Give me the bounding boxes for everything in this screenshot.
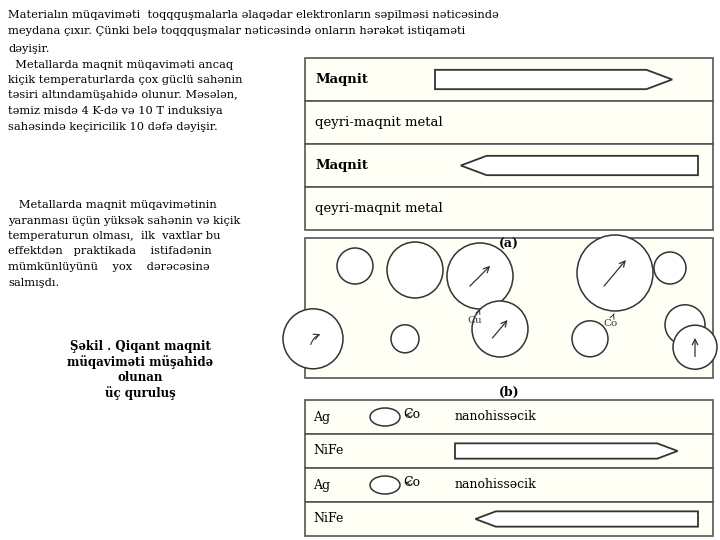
Circle shape (447, 243, 513, 309)
Text: üç quruluş: üç quruluş (104, 387, 176, 400)
Text: kiçik temperaturlarda çox güclü sahənin: kiçik temperaturlarda çox güclü sahənin (8, 75, 243, 85)
Circle shape (577, 235, 653, 311)
Text: Co: Co (403, 408, 420, 422)
Text: qeyri-maqnit metal: qeyri-maqnit metal (315, 202, 443, 215)
Text: (a): (a) (499, 238, 519, 251)
Ellipse shape (370, 408, 400, 426)
Text: effektdən   praktikada    istifadənin: effektdən praktikada istifadənin (8, 246, 212, 256)
Bar (305, 101, 713, 144)
FancyArrow shape (435, 70, 672, 89)
Bar (305, 58, 713, 101)
Circle shape (387, 242, 443, 298)
Bar (305, 144, 713, 187)
Circle shape (654, 252, 686, 284)
Circle shape (665, 305, 705, 345)
Text: Ag: Ag (313, 478, 330, 491)
Text: dəyişir.: dəyişir. (8, 44, 50, 54)
Bar (305, 468, 713, 502)
Text: NiFe: NiFe (313, 512, 343, 525)
FancyArrow shape (455, 443, 678, 458)
Text: Co: Co (403, 476, 420, 489)
Text: (b): (b) (499, 386, 519, 399)
Bar (305, 187, 713, 230)
Bar (305, 238, 713, 378)
Text: müqaviməti müşahidə: müqaviməti müşahidə (67, 355, 213, 369)
Text: salmışdı.: salmışdı. (8, 278, 59, 287)
Bar (305, 400, 713, 434)
FancyArrow shape (461, 156, 698, 175)
Circle shape (472, 301, 528, 357)
Text: nanohissəcik: nanohissəcik (455, 478, 536, 491)
Circle shape (572, 321, 608, 357)
Text: qeyri-maqnit metal: qeyri-maqnit metal (315, 116, 443, 129)
Text: Şəkil . Qiqant maqnit: Şəkil . Qiqant maqnit (70, 340, 210, 353)
Text: temperaturun olması,  ilk  vaxtlar bu: temperaturun olması, ilk vaxtlar bu (8, 231, 220, 241)
Circle shape (391, 325, 419, 353)
Text: Ag: Ag (313, 410, 330, 423)
Circle shape (283, 309, 343, 369)
Text: Metallarda maqnit müqaviməti ancaq: Metallarda maqnit müqaviməti ancaq (8, 59, 233, 70)
Circle shape (673, 325, 717, 369)
Circle shape (337, 248, 373, 284)
Text: Cu: Cu (468, 310, 482, 325)
Text: yaranması üçün yüksək sahənin və kiçik: yaranması üçün yüksək sahənin və kiçik (8, 215, 240, 226)
Text: Metallarda maqnit müqavimətinin: Metallarda maqnit müqavimətinin (8, 200, 217, 210)
Text: Materialın müqaviməti  toqqquşmalarla əlaqədar elektronların səpilməsi nəticəsin: Materialın müqaviməti toqqquşmalarla əla… (8, 10, 499, 20)
Text: təmiz misdə 4 K-də və 10 T induksiya: təmiz misdə 4 K-də və 10 T induksiya (8, 106, 222, 116)
Text: sahəsində keçiricilik 10 dəfə dəyişir.: sahəsində keçiricilik 10 dəfə dəyişir. (8, 122, 217, 132)
Text: meydana çıxır. Çünki belə toqqquşmalar nəticəsində onların hərəkət istiqaməti: meydana çıxır. Çünki belə toqqquşmalar n… (8, 26, 465, 36)
Text: Co: Co (603, 314, 617, 328)
Bar (305, 434, 713, 468)
FancyArrow shape (475, 511, 698, 526)
Ellipse shape (370, 476, 400, 494)
Text: nanohissəcik: nanohissəcik (455, 410, 536, 423)
Text: NiFe: NiFe (313, 444, 343, 457)
Text: mümkünlüyünü    yox    dərəcəsinə: mümkünlüyünü yox dərəcəsinə (8, 262, 210, 272)
Bar (305, 502, 713, 536)
Text: Maqnit: Maqnit (315, 73, 368, 86)
Text: təsiri altındamüşahidə olunur. Məsələn,: təsiri altındamüşahidə olunur. Məsələn, (8, 91, 238, 100)
Text: olunan: olunan (117, 371, 163, 384)
Text: Maqnit: Maqnit (315, 159, 368, 172)
